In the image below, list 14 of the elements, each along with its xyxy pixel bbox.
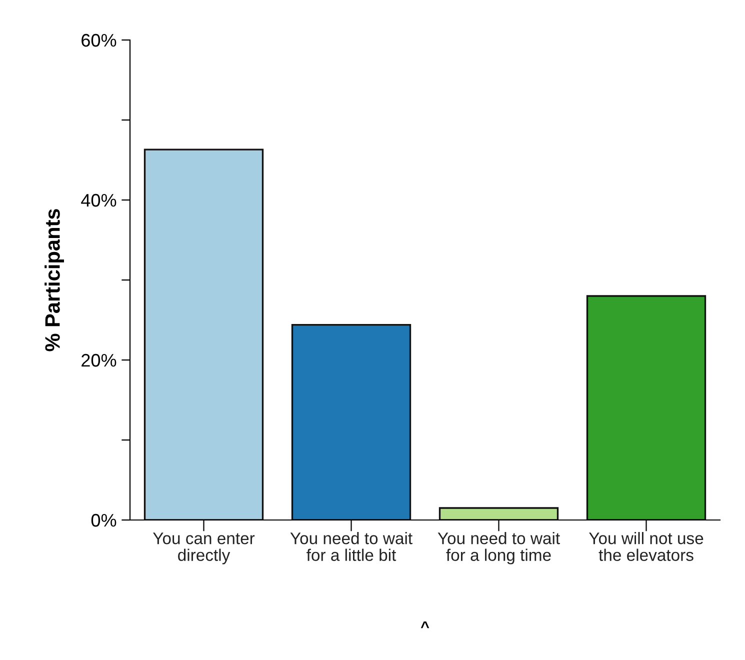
y-tick-label: 20% bbox=[82, 354, 116, 367]
x-tick-label: You will not use the elevators bbox=[589, 532, 704, 561]
x-tick-label: You can enter directly bbox=[152, 532, 255, 564]
bar bbox=[144, 148, 264, 520]
bar bbox=[438, 507, 559, 520]
y-axis-title: % Participants bbox=[44, 209, 64, 352]
x-tick-label: You need to wait for a little bit bbox=[290, 532, 412, 561]
bar bbox=[291, 324, 412, 520]
y-tick-label: 60% bbox=[82, 34, 116, 47]
text: ^ bbox=[420, 621, 430, 628]
y-tick-label: 40% bbox=[81, 194, 116, 207]
x-tick-label: You need to wait for a long time bbox=[438, 532, 560, 564]
y-tick-label: 0% bbox=[91, 514, 116, 527]
bar bbox=[586, 295, 706, 520]
